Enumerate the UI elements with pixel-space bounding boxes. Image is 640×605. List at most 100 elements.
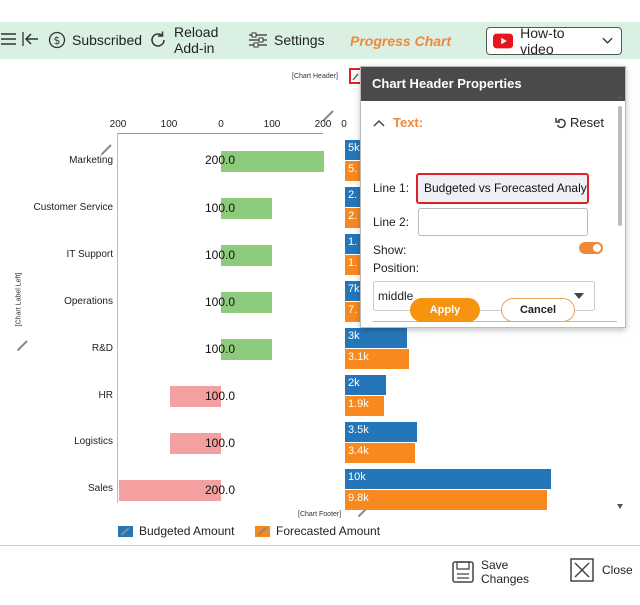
close-icon [570, 558, 594, 582]
category-label: Customer Service [33, 202, 113, 213]
category-label: IT Support [66, 249, 113, 260]
pencil-icon[interactable] [16, 338, 30, 352]
pencil-icon [120, 526, 130, 536]
budget-bar-label: 2. [348, 189, 358, 201]
budget-bar-label: 3.5k [348, 424, 369, 436]
line2-input[interactable] [418, 208, 588, 236]
howto-video-dropdown[interactable]: How-to video [486, 25, 622, 57]
forecast-bar-label: 9.8k [348, 492, 369, 504]
value-label: 100.0 [205, 436, 236, 450]
budget-bar [345, 375, 387, 395]
forecast-bar-label: 2. [348, 210, 358, 222]
left-panel-bar [221, 151, 324, 172]
position-label: Position: [373, 261, 420, 275]
left-panel-bar [221, 198, 273, 219]
pencil-icon[interactable] [100, 142, 114, 156]
reload-label: Reload [174, 24, 219, 40]
budget-bar [345, 328, 407, 348]
forecast-bar [345, 443, 416, 463]
section-label: Text: [393, 115, 424, 130]
text-section-toggle[interactable]: Text: [373, 115, 423, 130]
forecast-bar-label: 1. [348, 257, 358, 269]
left-panel-bar [169, 386, 221, 407]
forecast-bar-label: 5. [348, 163, 358, 175]
close-label: Close [602, 563, 633, 577]
footer-divider [0, 545, 640, 546]
line1-label: Line 1: [373, 181, 410, 195]
line2-label: Line 2: [373, 215, 410, 229]
scrollbar[interactable] [616, 94, 624, 509]
addin-label: Add-in [174, 40, 215, 56]
sliders-icon [249, 32, 267, 48]
settings-label: Settings [274, 32, 325, 48]
axis-tick: 100 [160, 119, 178, 130]
cancel-button[interactable]: Cancel [501, 298, 575, 322]
chart-header-label[interactable]: [Chart Header] [292, 73, 338, 80]
category-label: R&D [91, 343, 113, 354]
forecast-bar [345, 349, 409, 369]
forecast-bar-label: 3.1k [348, 351, 369, 363]
show-label: Show: [373, 243, 407, 257]
save-changes-button[interactable]: Save Changes [451, 558, 529, 586]
reset-button[interactable]: Reset [555, 115, 604, 130]
forecast-bar-label: 7. [348, 304, 358, 316]
left-panel-bar [118, 480, 221, 501]
value-label: 200.0 [205, 153, 236, 167]
legend-budgeted[interactable]: Budgeted Amount [118, 524, 234, 538]
forecast-bar-label: 1.9k [348, 398, 369, 410]
back-arrow-icon[interactable] [22, 30, 40, 48]
divider [373, 321, 617, 322]
toolbar: $ Subscribed Reload Add-in Settings Prog… [0, 22, 640, 59]
changes-label: Changes [481, 572, 530, 586]
legend-forecasted[interactable]: Forecasted Amount [255, 524, 380, 538]
chevron-up-icon [373, 119, 385, 127]
value-label: 200.0 [205, 483, 236, 497]
chart-footer-label[interactable]: [Chart Footer] [298, 511, 342, 518]
legend-label: Budgeted Amount [139, 524, 235, 538]
left-panel-bar [221, 339, 273, 360]
reload-icon [151, 31, 165, 47]
category-label: HR [98, 390, 113, 401]
pencil-icon [352, 73, 359, 81]
close-button[interactable]: Close [570, 558, 633, 582]
app-title: Progress Chart [350, 33, 452, 49]
save-label: Save [481, 558, 509, 572]
reset-label: Reset [570, 115, 604, 130]
value-label: 100.0 [205, 342, 236, 356]
legend-swatch [118, 525, 133, 537]
axis-tick: 200 [109, 119, 127, 130]
undo-icon [555, 117, 566, 128]
legend-swatch [255, 525, 270, 537]
dollar-icon: $ [48, 31, 66, 49]
category-label: Sales [87, 483, 113, 494]
pencil-icon [257, 526, 267, 536]
chart-header-properties-panel: Chart Header Properties Text: Reset Line… [360, 66, 626, 328]
budget-bar-label: 7k [348, 283, 360, 295]
reload-addin-button[interactable]: Reload Add-in [148, 24, 218, 56]
axis-tick: 200 [314, 119, 332, 130]
axis-tick: 0 [341, 119, 347, 130]
category-label: Marketing [69, 155, 113, 166]
forecast-bar-label: 3.4k [348, 445, 369, 457]
menu-icon[interactable] [0, 30, 18, 48]
subscribed-label: Subscribed [72, 32, 143, 48]
axis-tick: 100 [263, 119, 281, 130]
save-icon [452, 561, 474, 583]
category-label: Logistics [74, 436, 113, 447]
legend-label: Forecasted Amount [276, 524, 381, 538]
show-toggle[interactable] [579, 242, 603, 254]
budget-bar-label: 5k [348, 142, 360, 154]
budget-bar [345, 422, 418, 442]
axis-tick: 0 [218, 119, 224, 130]
value-label: 100.0 [205, 248, 236, 262]
svg-text:$: $ [54, 34, 61, 47]
value-label: 100.0 [205, 389, 236, 403]
line1-input[interactable]: Budgeted vs Forecasted Analy [416, 173, 589, 204]
budget-bar-label: 1. [348, 236, 358, 248]
settings-button[interactable]: Settings [248, 31, 325, 49]
apply-button[interactable]: Apply [410, 298, 480, 322]
subscribed-button[interactable]: $ Subscribed [48, 31, 142, 49]
budget-bar-label: 10k [348, 471, 366, 483]
pencil-icon[interactable] [322, 108, 336, 122]
position-value: middle [378, 289, 414, 303]
